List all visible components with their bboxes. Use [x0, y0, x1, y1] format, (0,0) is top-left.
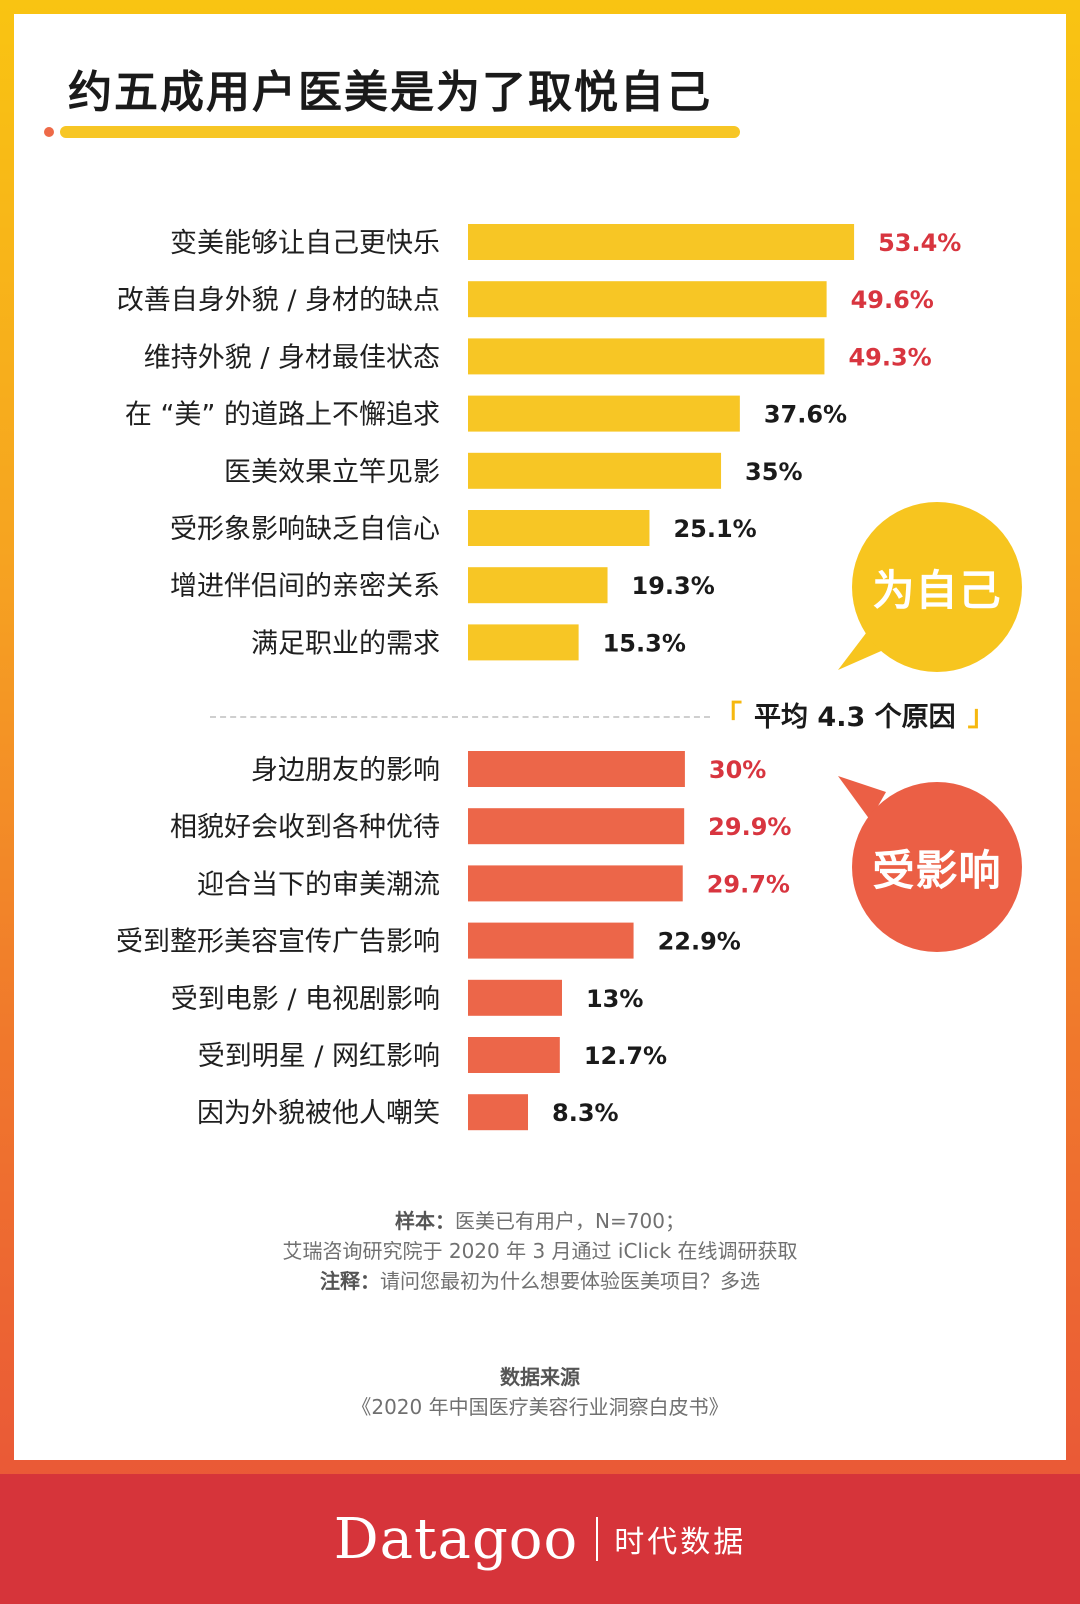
value-label: 13%	[586, 985, 643, 1013]
average-label: 「 平均 4.3 个原因 」	[714, 694, 1044, 734]
note-line: 注释：请问您最初为什么想要体验医美项目？多选	[0, 1266, 1080, 1296]
bar	[468, 808, 685, 845]
category-label: 相貌好会收到各种优待	[170, 812, 440, 843]
category-label: 满足职业的需求	[251, 628, 440, 659]
category-label: 在 “美” 的道路上不懈追求	[125, 400, 440, 431]
category-label: 受到明星 / 网红影响	[198, 1041, 440, 1072]
bar	[468, 624, 579, 661]
value-label: 49.6%	[851, 286, 934, 314]
category-label: 增进伴侣间的亲密关系	[170, 571, 440, 602]
value-label: 25.1%	[673, 515, 756, 543]
value-label: 49.3%	[848, 343, 931, 371]
bar	[468, 1094, 529, 1131]
sample-line-2: 艾瑞咨询研究院于 2020 年 3 月通过 iClick 在线调研获取	[282, 1239, 798, 1263]
value-label: 53.4%	[878, 229, 961, 257]
note-label: 注释：	[320, 1269, 380, 1293]
influence-group-bubble: 受影响	[852, 782, 1022, 952]
category-label: 身边朋友的影响	[251, 755, 440, 786]
page-title: 约五成用户医美是为了取悦自己	[68, 67, 712, 118]
brand-logo-text: Datagoo	[333, 1506, 579, 1572]
source-block: 数据来源 《2020 年中国医疗美容行业洞察白皮书》	[0, 1362, 1080, 1422]
value-label: 29.9%	[708, 813, 791, 841]
category-label: 受到整形美容宣传广告影响	[116, 927, 440, 958]
notes-block: 样本：医美已有用户，N=700； 艾瑞咨询研究院于 2020 年 3 月通过 i…	[0, 1206, 1080, 1296]
bracket-right: 」	[967, 699, 996, 732]
value-label: 35%	[745, 458, 802, 486]
bar	[468, 922, 634, 959]
value-label: 8.3%	[552, 1099, 619, 1127]
sample-text: 医美已有用户，N=700；	[455, 1209, 685, 1233]
sample-line: 样本：医美已有用户，N=700；	[0, 1206, 1080, 1236]
category-label: 受到电影 / 电视剧影响	[171, 984, 440, 1015]
footer-bar: Datagoo 时代数据	[0, 1474, 1080, 1604]
title-underline	[60, 126, 740, 138]
value-label: 22.9%	[658, 928, 741, 956]
category-label: 维持外貌 / 身材最佳状态	[144, 342, 440, 373]
bracket-left: 「	[714, 699, 743, 732]
bar	[468, 979, 562, 1016]
value-label: 29.7%	[707, 870, 790, 898]
category-label: 医美效果立竿见影	[224, 457, 440, 488]
category-label: 受形象影响缺乏自信心	[170, 514, 440, 545]
self-group-bubble: 为自己	[852, 502, 1022, 672]
bar	[468, 281, 827, 318]
note-text: 请问您最初为什么想要体验医美项目？多选	[380, 1269, 760, 1293]
brand-separator	[596, 1517, 599, 1561]
bar	[468, 338, 825, 375]
brand-chinese-name: 时代数据	[614, 1525, 747, 1560]
bar	[468, 510, 650, 546]
bar	[468, 395, 740, 432]
average-text: 平均 4.3 个原因	[754, 701, 956, 733]
source-title: 数据来源	[500, 1365, 580, 1389]
source-text: 《2020 年中国医疗美容行业洞察白皮书》	[351, 1395, 729, 1419]
sample-label: 样本：	[395, 1209, 456, 1233]
value-label: 15.3%	[603, 629, 686, 657]
category-label: 变美能够让自己更快乐	[170, 228, 440, 259]
bar	[468, 751, 685, 787]
bar	[468, 567, 608, 604]
bar	[468, 452, 722, 489]
category-label: 改善自身外貌 / 身材的缺点	[117, 285, 440, 316]
bar	[468, 865, 683, 902]
value-label: 12.7%	[584, 1042, 667, 1070]
bar	[468, 224, 855, 260]
title-accent-dot	[44, 127, 54, 137]
bar	[468, 1037, 560, 1073]
value-label: 37.6%	[764, 401, 847, 429]
value-label: 30%	[709, 756, 766, 784]
category-label: 因为外貌被他人嘲笑	[197, 1098, 440, 1129]
category-label: 迎合当下的审美潮流	[197, 869, 440, 900]
value-label: 19.3%	[632, 572, 715, 600]
group-divider	[210, 716, 710, 718]
